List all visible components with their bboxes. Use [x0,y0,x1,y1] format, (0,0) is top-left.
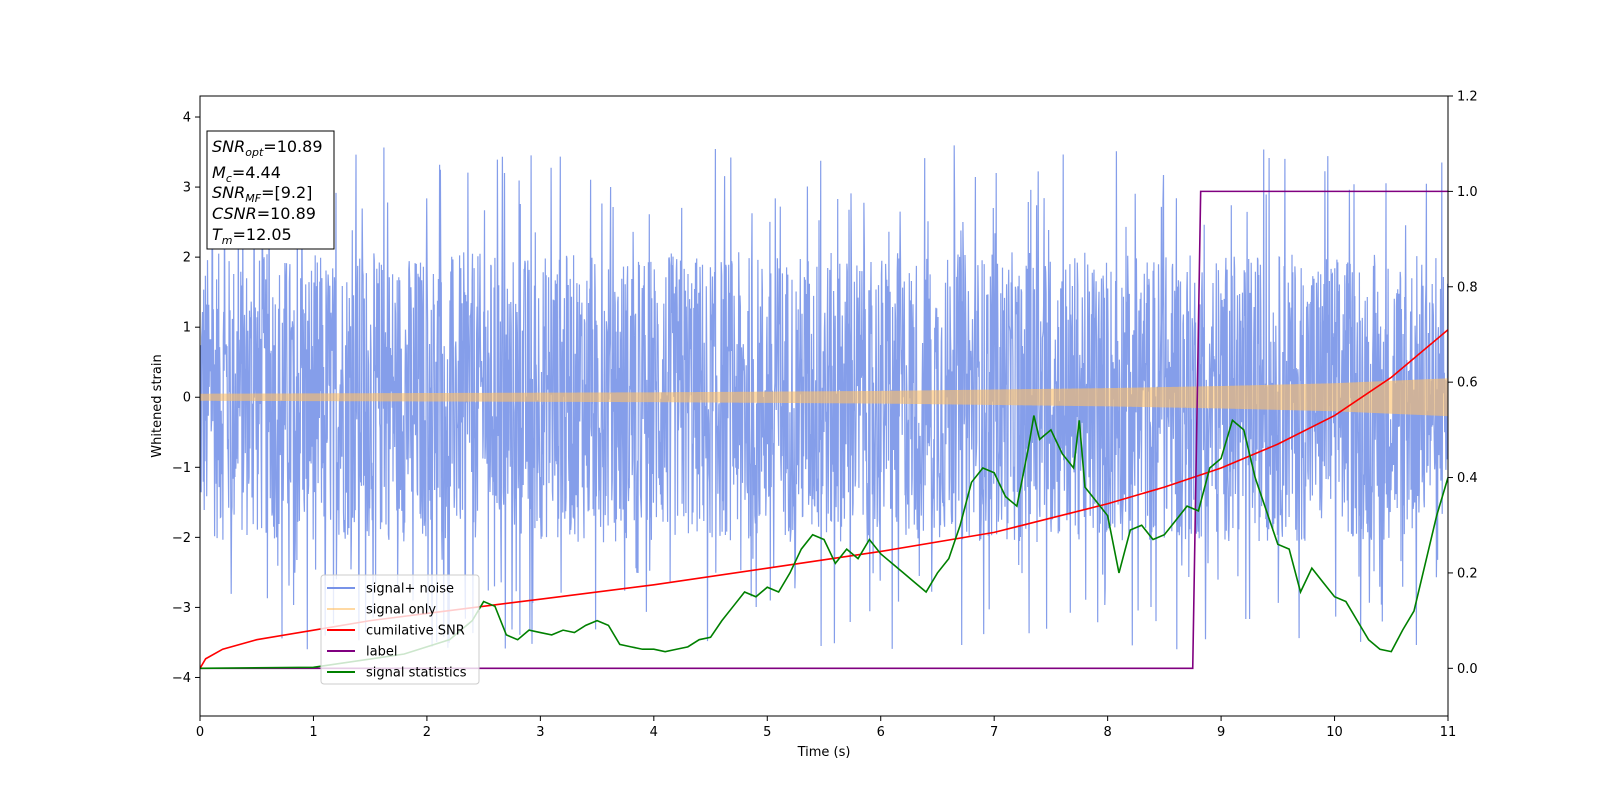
info-snr-opt: SNRopt=10.89 [212,137,323,159]
legend-frame [320,574,480,685]
x-tick-label: 9 [1217,725,1225,740]
cumilative-snr-line [200,329,1448,669]
label-line [200,190,1448,670]
y2-tick-label: 0.0 [1457,662,1478,677]
axes-frame [199,95,1449,717]
y2-tick-label: 0.2 [1457,566,1478,581]
y-tick-label: −2 [172,531,191,546]
y2-tick-label: 1.2 [1457,90,1478,105]
line-series-layer [200,190,1448,670]
x-axis-label: Time (s) [797,745,851,760]
x-tick-label: 3 [536,725,544,740]
legend-label: cumilative SNR [366,624,465,639]
y-tick-label: 3 [183,181,191,196]
y2-axis-ticks: 0.0 0.2 0.4 0.6 0.8 1.0 1.2 [1448,90,1478,677]
legend-label: signal only [366,603,436,618]
info-csnr: CSNR=10.89 [212,204,316,223]
y2-tick-label: 0.4 [1457,471,1478,486]
signal-only-line [200,378,1448,417]
y-tick-label: 0 [183,391,191,406]
plot-area [200,145,1448,670]
info-tm: Tm=12.05 [212,225,292,247]
legend: signal+ noise signal only cumilative SNR la… [320,574,480,685]
y2-tick-label: 0.6 [1457,376,1478,391]
y2-tick-label: 1.0 [1457,185,1478,200]
x-tick-label: 11 [1440,725,1457,740]
signal-noise-line [200,145,1448,650]
info-snr-mf: SNRMF=[9.2] [212,183,312,205]
x-tick-label: 10 [1326,725,1343,740]
legend-label: signal+ noise [366,582,454,597]
legend-label: signal statistics [366,666,467,681]
x-tick-label: 5 [763,725,771,740]
x-tick-label: 2 [423,725,431,740]
y-tick-label: 1 [183,321,191,336]
info-box: SNRopt=10.89 Mc=4.44 SNRMF=[9.2] CSNR=10… [206,130,335,250]
x-tick-label: 6 [877,725,885,740]
signal-statistics-line [200,415,1448,670]
signal-only-series [200,378,1448,417]
y-tick-label: −1 [172,461,191,476]
legend-label: label [366,645,397,660]
info-box-frame [206,130,335,250]
x-tick-label: 4 [650,725,658,740]
y2-tick-label: 0.8 [1457,280,1478,295]
y-axis-label: Whitened strain [150,354,165,457]
signal-noise-series [200,145,1448,650]
x-tick-label: 0 [196,725,204,740]
x-tick-label: 7 [990,725,998,740]
y-tick-label: 4 [183,111,191,126]
y-tick-label: −3 [172,601,191,616]
x-tick-label: 1 [309,725,317,740]
y-tick-label: 2 [183,251,191,266]
y-axis-ticks: −4 −3 −2 −1 0 1 2 3 4 [172,111,200,686]
x-axis-ticks: 0 1 2 3 4 5 6 7 8 9 10 11 [196,716,1456,740]
y-tick-label: −4 [172,671,191,686]
x-tick-label: 8 [1103,725,1111,740]
info-mc: Mc=4.44 [212,163,281,185]
